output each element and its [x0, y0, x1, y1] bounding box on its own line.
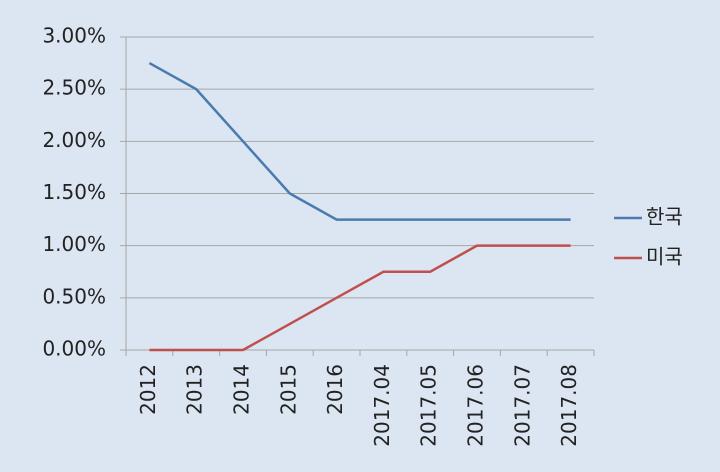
y-tick-label: 0.50% [42, 284, 106, 308]
y-tick-label: 3.00% [42, 24, 106, 48]
y-tick-label: 2.00% [42, 128, 106, 152]
x-tick-label: 2012 [136, 364, 160, 415]
x-tick-label: 2016 [323, 364, 347, 415]
x-tick-label: 2017.06 [464, 364, 488, 447]
legend-label: 미국 [646, 245, 683, 269]
y-tick-label: 2.50% [42, 76, 106, 100]
x-tick-label: 2017.08 [557, 364, 581, 447]
series-line [149, 244, 571, 352]
x-tick-label: 2017.04 [370, 364, 394, 447]
x-tick-label: 2014 [230, 364, 254, 415]
x-tick-label: 2013 [183, 364, 207, 415]
y-tick-label: 1.50% [42, 180, 106, 204]
y-tick-label: 0.00% [42, 337, 106, 361]
legend-label: 한국 [646, 205, 683, 229]
y-tick-label: 1.00% [42, 232, 106, 256]
series-line [148, 61, 571, 221]
x-tick-label: 2017.05 [417, 364, 441, 447]
x-tick-label: 2017.07 [510, 364, 534, 447]
x-tick-label: 2015 [276, 364, 300, 415]
